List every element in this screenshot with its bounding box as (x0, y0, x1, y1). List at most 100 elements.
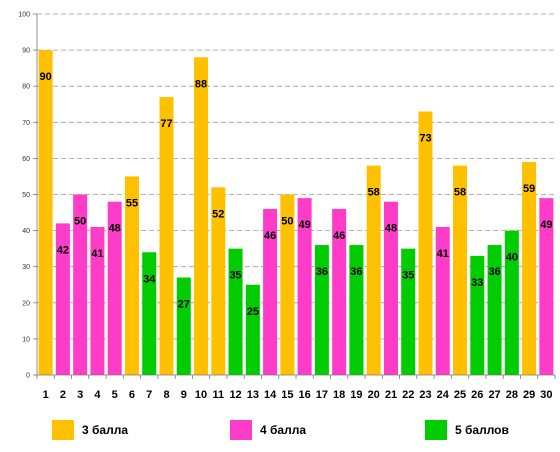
bars: 90 42 50 41 48 55 34 77 27 88 52 35 25 46 50 49 36 46 36 58… (38, 50, 554, 375)
x-tick-label: 18 (333, 389, 345, 401)
x-tick-label: 17 (316, 389, 328, 401)
y-tick-label: 90 (22, 48, 30, 55)
data-label: 33 (471, 277, 483, 289)
data-label: 27 (178, 299, 190, 311)
data-label: 35 (402, 270, 414, 282)
data-label: 50 (74, 216, 86, 228)
data-label: 25 (247, 306, 259, 318)
y-tick-label: 70 (22, 120, 30, 127)
x-tick-label: 1 (43, 389, 49, 401)
data-label: 59 (523, 183, 535, 195)
x-tick-label: 28 (506, 389, 518, 401)
data-label: 40 (506, 252, 518, 264)
data-label: 77 (160, 118, 172, 130)
y-axis: 0 10 20 30 40 50 60 70 80 90 100 (18, 12, 38, 380)
x-tick-label: 5 (112, 389, 118, 401)
data-label: 73 (419, 132, 431, 144)
bar (228, 248, 243, 375)
data-label: 42 (57, 244, 69, 256)
bar (349, 245, 364, 375)
bar (107, 201, 122, 375)
y-tick-label: 60 (22, 156, 30, 163)
data-label: 55 (126, 197, 138, 209)
bar (73, 194, 88, 375)
data-label: 35 (229, 270, 241, 282)
data-label: 36 (488, 266, 500, 278)
x-tick-label: 27 (488, 389, 500, 401)
x-tick-label: 4 (94, 389, 101, 401)
y-tick-label: 10 (22, 336, 30, 343)
x-tick-label: 6 (129, 389, 135, 401)
bar (159, 97, 174, 375)
x-tick-label: 7 (146, 389, 152, 401)
x-tick-label: 9 (181, 389, 187, 401)
data-label: 50 (281, 216, 293, 228)
data-label: 36 (350, 266, 362, 278)
x-tick-label: 21 (385, 389, 397, 401)
y-tick-label: 30 (22, 264, 30, 271)
bar (55, 223, 70, 375)
bar (401, 248, 416, 375)
bar (38, 50, 53, 375)
x-tick-label: 25 (454, 389, 466, 401)
x-tick-label: 10 (195, 389, 207, 401)
y-tick-label: 0 (26, 373, 30, 380)
bar (297, 198, 312, 375)
bar (124, 176, 139, 375)
x-tick-label: 24 (437, 389, 450, 401)
bar (487, 245, 502, 375)
x-tick-label: 12 (229, 389, 241, 401)
bar (194, 57, 209, 375)
y-tick-label: 20 (22, 300, 30, 307)
y-tick-label: 100 (18, 12, 30, 19)
data-label: 90 (40, 71, 52, 83)
legend: 3 балла 4 балла 5 баллов (52, 420, 509, 440)
x-tick-label: 22 (402, 389, 414, 401)
legend-swatch (425, 420, 447, 440)
bar (280, 194, 295, 375)
bar (263, 208, 278, 375)
legend-label: 5 баллов (455, 423, 509, 437)
x-tick-label: 20 (368, 389, 380, 401)
x-tick-label: 26 (471, 389, 483, 401)
bar (539, 198, 554, 375)
data-label: 41 (437, 248, 449, 260)
data-label: 36 (316, 266, 328, 278)
bar (142, 252, 157, 375)
bar (366, 165, 381, 375)
data-label: 88 (195, 78, 207, 90)
x-tick-label: 13 (247, 389, 259, 401)
data-label: 48 (109, 223, 121, 235)
bar (332, 208, 347, 375)
gridlines (37, 13, 555, 340)
x-tick-label: 3 (77, 389, 83, 401)
data-label: 49 (540, 219, 552, 231)
x-tick-label: 8 (163, 389, 169, 401)
data-label: 58 (368, 187, 380, 199)
bar (245, 284, 260, 375)
bar (522, 162, 537, 375)
x-tick-label: 14 (264, 389, 277, 401)
data-label: 52 (212, 208, 224, 220)
bar (418, 111, 433, 375)
x-tick-label: 16 (299, 389, 311, 401)
data-label: 41 (91, 248, 103, 260)
bar (383, 201, 398, 375)
x-axis: 1 2 3 4 5 6 7 8 9 10 11 12 13 14 15 16 17 18 19 20 21 22 23 24 2… (36, 374, 556, 401)
legend-label: 4 балла (260, 423, 306, 437)
x-tick-label: 29 (523, 389, 535, 401)
bar (504, 230, 519, 375)
legend-label: 3 балла (82, 423, 128, 437)
x-tick-label: 15 (281, 389, 293, 401)
x-tick-label: 23 (419, 389, 431, 401)
x-tick-label: 11 (212, 389, 224, 401)
data-label: 58 (454, 187, 466, 199)
bar (176, 277, 191, 375)
bar (435, 226, 450, 375)
data-label: 49 (299, 219, 311, 231)
x-tick-label: 30 (540, 389, 552, 401)
bar (453, 165, 468, 375)
bar (211, 187, 226, 375)
data-label: 46 (264, 230, 276, 242)
